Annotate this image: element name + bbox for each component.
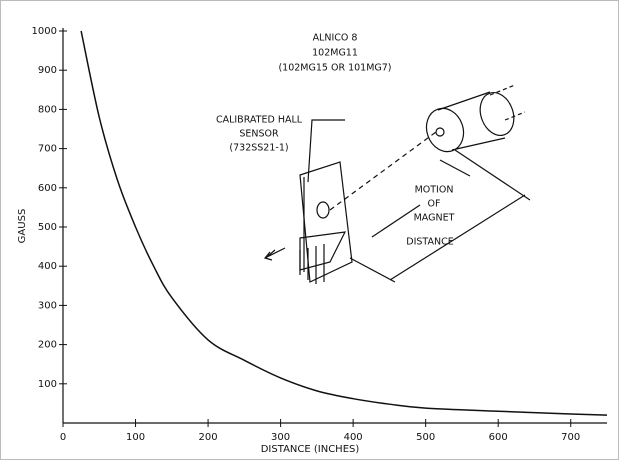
x-tick-label: 500 bbox=[416, 432, 435, 443]
y-tick-label: 500 bbox=[38, 222, 57, 233]
annotation: MOTION bbox=[415, 185, 454, 196]
annotation: SENSOR bbox=[239, 129, 279, 140]
y-tick-label: 400 bbox=[38, 261, 57, 272]
illustration bbox=[263, 84, 531, 284]
y-tick-label: 1000 bbox=[32, 26, 57, 37]
y-tick-label: 300 bbox=[38, 300, 57, 311]
x-tick-label: 400 bbox=[344, 432, 363, 443]
annotation: (102MG15 OR 101MG7) bbox=[278, 63, 391, 74]
y-tick-label: 200 bbox=[38, 340, 57, 351]
curve bbox=[80, 30, 608, 416]
y-axis-label: GAUSS bbox=[17, 209, 28, 244]
annotation: ALNICO 8 bbox=[313, 33, 358, 44]
y-tick-label: 700 bbox=[38, 144, 57, 155]
y-tick-label: 800 bbox=[38, 104, 57, 115]
annotation: DISTANCE bbox=[406, 237, 453, 248]
annotation: 102MG11 bbox=[312, 48, 358, 59]
x-tick-label: 0 bbox=[60, 432, 66, 443]
x-tick-label: 600 bbox=[489, 432, 508, 443]
annotation: CALIBRATED HALL bbox=[216, 115, 303, 126]
annotation: (732SS21-1) bbox=[229, 143, 288, 154]
annotation: OF bbox=[428, 199, 441, 210]
y-tick-label: 900 bbox=[38, 65, 57, 76]
x-tick-label: 100 bbox=[126, 432, 145, 443]
y-tick-label: 600 bbox=[38, 183, 57, 194]
x-tick-label: 300 bbox=[271, 432, 290, 443]
y-tick-label: 100 bbox=[38, 379, 57, 390]
x-tick-label: 700 bbox=[561, 432, 580, 443]
x-axis-label: DISTANCE (INCHES) bbox=[261, 444, 360, 455]
annotation: MAGNET bbox=[414, 213, 455, 224]
x-tick-label: 200 bbox=[199, 432, 218, 443]
